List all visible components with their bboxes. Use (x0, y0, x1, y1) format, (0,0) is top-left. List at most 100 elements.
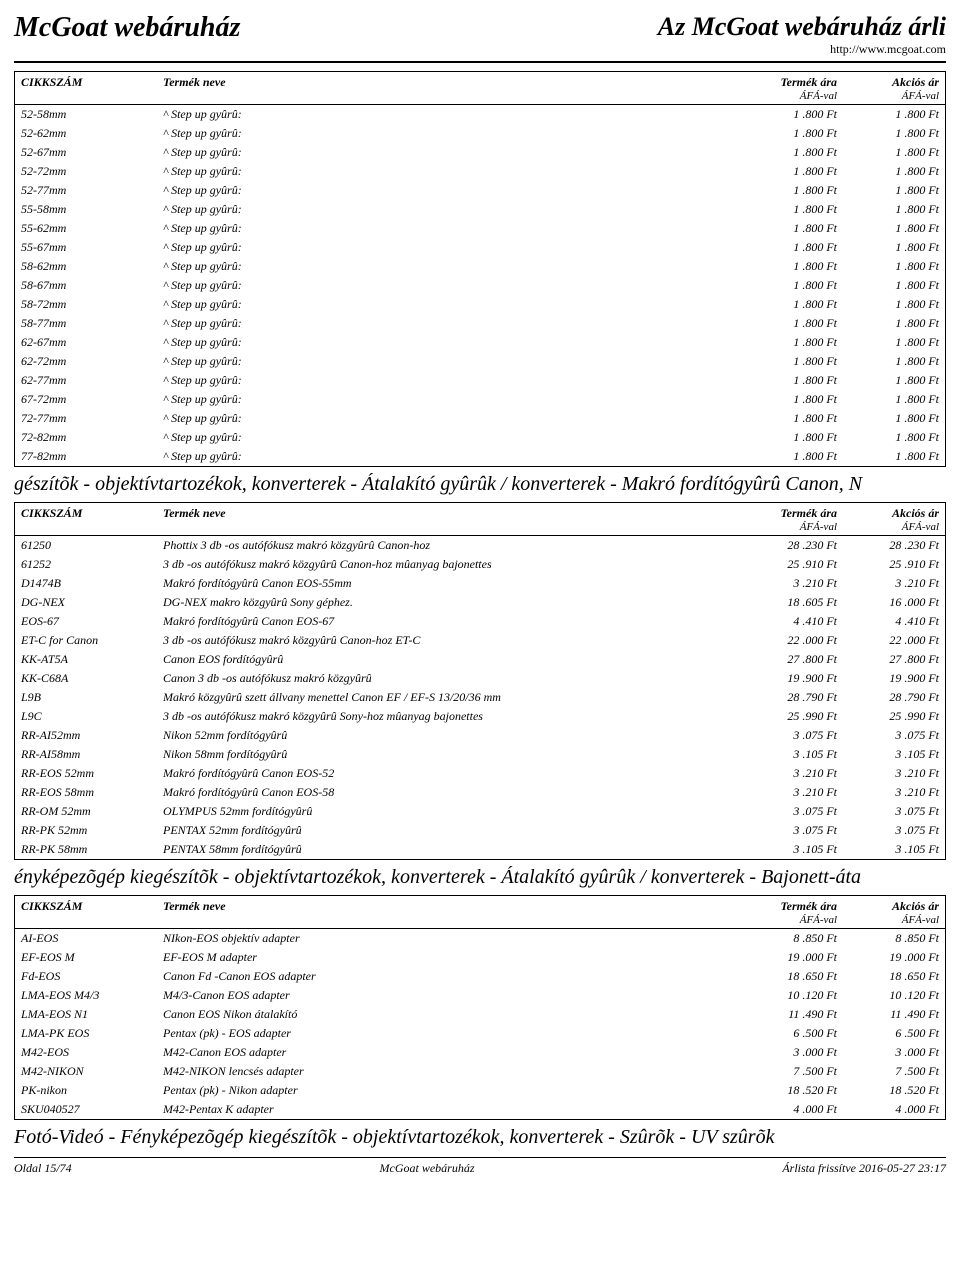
name-cell: ^ Step up gyûrû: (157, 409, 741, 428)
sku-cell: LMA-EOS M4/3 (15, 986, 158, 1005)
name-cell: Nikon 58mm fordítógyûrû (157, 745, 741, 764)
price-cell: 3 .210 Ft (741, 574, 843, 593)
price-cell: 1 .800 Ft (741, 181, 843, 200)
sale-cell: 1 .800 Ft (843, 447, 946, 467)
col-sale: Akciós árÁFÁ-val (843, 896, 946, 929)
table-row: 52-58mm^ Step up gyûrû:1 .800 Ft1 .800 F… (15, 105, 946, 125)
table-row: 55-62mm^ Step up gyûrû:1 .800 Ft1 .800 F… (15, 219, 946, 238)
name-cell: M42-Pentax K adapter (157, 1100, 741, 1120)
price-cell: 1 .800 Ft (741, 447, 843, 467)
name-cell: NIkon-EOS objektív adapter (157, 929, 741, 949)
sku-cell: 58-62mm (15, 257, 158, 276)
table-row: L9BMakró közgyûrû szett állvany menettel… (15, 688, 946, 707)
sale-cell: 1 .800 Ft (843, 428, 946, 447)
sku-cell: 61252 (15, 555, 158, 574)
price-cell: 3 .105 Ft (741, 840, 843, 860)
col-name: Termék neve (157, 503, 741, 536)
sku-cell: LMA-PK EOS (15, 1024, 158, 1043)
name-cell: PENTAX 52mm fordítógyûrû (157, 821, 741, 840)
price-cell: 1 .800 Ft (741, 124, 843, 143)
sale-cell: 1 .800 Ft (843, 219, 946, 238)
name-cell: OLYMPUS 52mm fordítógyûrû (157, 802, 741, 821)
sale-cell: 1 .800 Ft (843, 143, 946, 162)
sku-cell: M42-NIKON (15, 1062, 158, 1081)
sale-cell: 3 .210 Ft (843, 574, 946, 593)
sale-cell: 1 .800 Ft (843, 314, 946, 333)
sale-cell: 28 .790 Ft (843, 688, 946, 707)
sale-cell: 8 .850 Ft (843, 929, 946, 949)
price-cell: 4 .000 Ft (741, 1100, 843, 1120)
price-cell: 3 .075 Ft (741, 821, 843, 840)
name-cell: Pentax (pk) - EOS adapter (157, 1024, 741, 1043)
name-cell: Canon EOS Nikon átalakító (157, 1005, 741, 1024)
price-cell: 27 .800 Ft (741, 650, 843, 669)
sale-cell: 3 .000 Ft (843, 1043, 946, 1062)
price-cell: 1 .800 Ft (741, 390, 843, 409)
sale-cell: 3 .075 Ft (843, 726, 946, 745)
name-cell: DG-NEX makro közgyûrû Sony géphez. (157, 593, 741, 612)
sale-cell: 1 .800 Ft (843, 390, 946, 409)
name-cell: ^ Step up gyûrû: (157, 200, 741, 219)
table-row: 55-67mm^ Step up gyûrû:1 .800 Ft1 .800 F… (15, 238, 946, 257)
sku-cell: RR-PK 58mm (15, 840, 158, 860)
price-cell: 1 .800 Ft (741, 314, 843, 333)
sku-cell: L9B (15, 688, 158, 707)
sku-cell: 62-72mm (15, 352, 158, 371)
sku-cell: RR-EOS 52mm (15, 764, 158, 783)
sale-cell: 3 .075 Ft (843, 802, 946, 821)
sku-cell: 58-67mm (15, 276, 158, 295)
sku-cell: KK-C68A (15, 669, 158, 688)
price-cell: 1 .800 Ft (741, 162, 843, 181)
section-2-title: gészítõk - objektívtartozékok, konverter… (14, 473, 946, 496)
sale-cell: 19 .900 Ft (843, 669, 946, 688)
table-head: CIKKSZÁM Termék neve Termék áraÁFÁ-val A… (15, 72, 946, 105)
price-table-3: CIKKSZÁM Termék neve Termék áraÁFÁ-val A… (14, 895, 946, 1120)
sale-cell: 1 .800 Ft (843, 181, 946, 200)
footer-page: Oldal 15/74 (14, 1161, 72, 1176)
sale-cell: 1 .800 Ft (843, 333, 946, 352)
name-cell: 3 db -os autófókusz makró közgyûrû Canon… (157, 555, 741, 574)
sku-cell: ET-C for Canon (15, 631, 158, 650)
name-cell: 3 db -os autófókusz makró közgyûrû Canon… (157, 631, 741, 650)
sale-cell: 7 .500 Ft (843, 1062, 946, 1081)
sku-cell: 62-67mm (15, 333, 158, 352)
site-title: McGoat webáruház (14, 12, 240, 44)
name-cell: Makró fordítógyûrû Canon EOS-52 (157, 764, 741, 783)
footer-center: McGoat webáruház (380, 1161, 475, 1176)
table-row: LMA-EOS M4/3M4/3-Canon EOS adapter10 .12… (15, 986, 946, 1005)
table-head: CIKKSZÁM Termék neve Termék áraÁFÁ-val A… (15, 503, 946, 536)
sku-cell: KK-AT5A (15, 650, 158, 669)
name-cell: Phottix 3 db -os autófókusz makró közgyû… (157, 536, 741, 556)
sale-cell: 1 .800 Ft (843, 257, 946, 276)
price-cell: 3 .075 Ft (741, 726, 843, 745)
col-sale: Akciós árÁFÁ-val (843, 503, 946, 536)
price-cell: 1 .800 Ft (741, 295, 843, 314)
table-head: CIKKSZÁM Termék neve Termék áraÁFÁ-val A… (15, 896, 946, 929)
table-row: 55-58mm^ Step up gyûrû:1 .800 Ft1 .800 F… (15, 200, 946, 219)
sku-cell: Fd-EOS (15, 967, 158, 986)
sale-cell: 3 .105 Ft (843, 745, 946, 764)
name-cell: Pentax (pk) - Nikon adapter (157, 1081, 741, 1100)
name-cell: ^ Step up gyûrû: (157, 162, 741, 181)
sale-cell: 3 .105 Ft (843, 840, 946, 860)
name-cell: ^ Step up gyûrû: (157, 105, 741, 125)
name-cell: Canon 3 db -os autófókusz makró közgyûrû (157, 669, 741, 688)
price-cell: 1 .800 Ft (741, 105, 843, 125)
page-header: McGoat webáruház Az McGoat webáruház árl… (14, 12, 946, 63)
sku-cell: 52-62mm (15, 124, 158, 143)
price-cell: 19 .900 Ft (741, 669, 843, 688)
table-row: PK-nikonPentax (pk) - Nikon adapter18 .5… (15, 1081, 946, 1100)
price-cell: 19 .000 Ft (741, 948, 843, 967)
sale-cell: 19 .000 Ft (843, 948, 946, 967)
price-cell: 1 .800 Ft (741, 371, 843, 390)
sale-cell: 3 .075 Ft (843, 821, 946, 840)
table-row: LMA-PK EOSPentax (pk) - EOS adapter6 .50… (15, 1024, 946, 1043)
sku-cell: RR-AI58mm (15, 745, 158, 764)
right-title: Az McGoat webáruház árli (658, 12, 946, 42)
table-row: 72-82mm^ Step up gyûrû:1 .800 Ft1 .800 F… (15, 428, 946, 447)
name-cell: Makró közgyûrû szett állvany menettel Ca… (157, 688, 741, 707)
sku-cell: 72-82mm (15, 428, 158, 447)
table-row: RR-PK 52mmPENTAX 52mm fordítógyûrû3 .075… (15, 821, 946, 840)
col-price: Termék áraÁFÁ-val (741, 896, 843, 929)
price-cell: 3 .210 Ft (741, 764, 843, 783)
